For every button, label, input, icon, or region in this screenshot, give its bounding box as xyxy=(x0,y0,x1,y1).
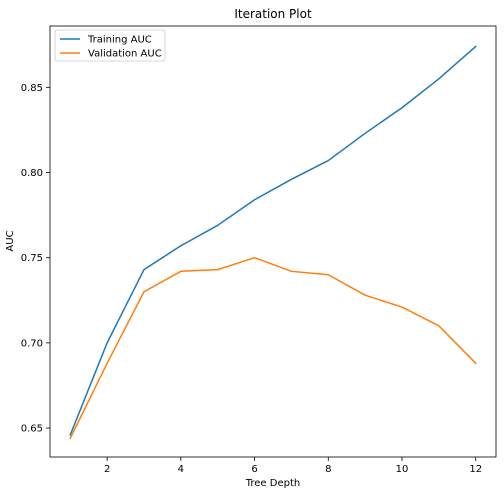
y-tick-label: 0.75 xyxy=(21,253,43,264)
legend: Training AUC Validation AUC xyxy=(54,29,166,62)
x-axis: 2 4 6 8 10 12 xyxy=(104,457,482,475)
chart-title: Iteration Plot xyxy=(234,7,312,21)
series-line-0 xyxy=(69,45,477,436)
x-axis-title: Tree Depth xyxy=(245,478,300,489)
series-layer xyxy=(69,45,477,440)
x-tick-label: 6 xyxy=(251,464,257,475)
series-line-1 xyxy=(69,256,477,440)
y-axis-title: AUC xyxy=(5,230,16,251)
x-tick-label: 10 xyxy=(396,464,409,475)
y-tick-label: 0.80 xyxy=(21,168,43,179)
legend-label: Training AUC xyxy=(87,35,152,46)
legend-box xyxy=(54,29,166,62)
legend-label: Validation AUC xyxy=(88,49,162,60)
y-tick-label: 0.85 xyxy=(21,83,43,94)
y-tick-label: 0.70 xyxy=(21,338,43,349)
x-tick-label: 4 xyxy=(178,464,184,475)
plot-frame xyxy=(49,25,497,458)
x-tick-label: 2 xyxy=(104,464,110,475)
x-tick-label: 8 xyxy=(325,464,331,475)
y-tick-label: 0.65 xyxy=(21,424,43,435)
y-axis: 0.65 0.70 0.75 0.80 0.85 xyxy=(21,83,50,435)
x-tick-label: 12 xyxy=(469,464,482,475)
